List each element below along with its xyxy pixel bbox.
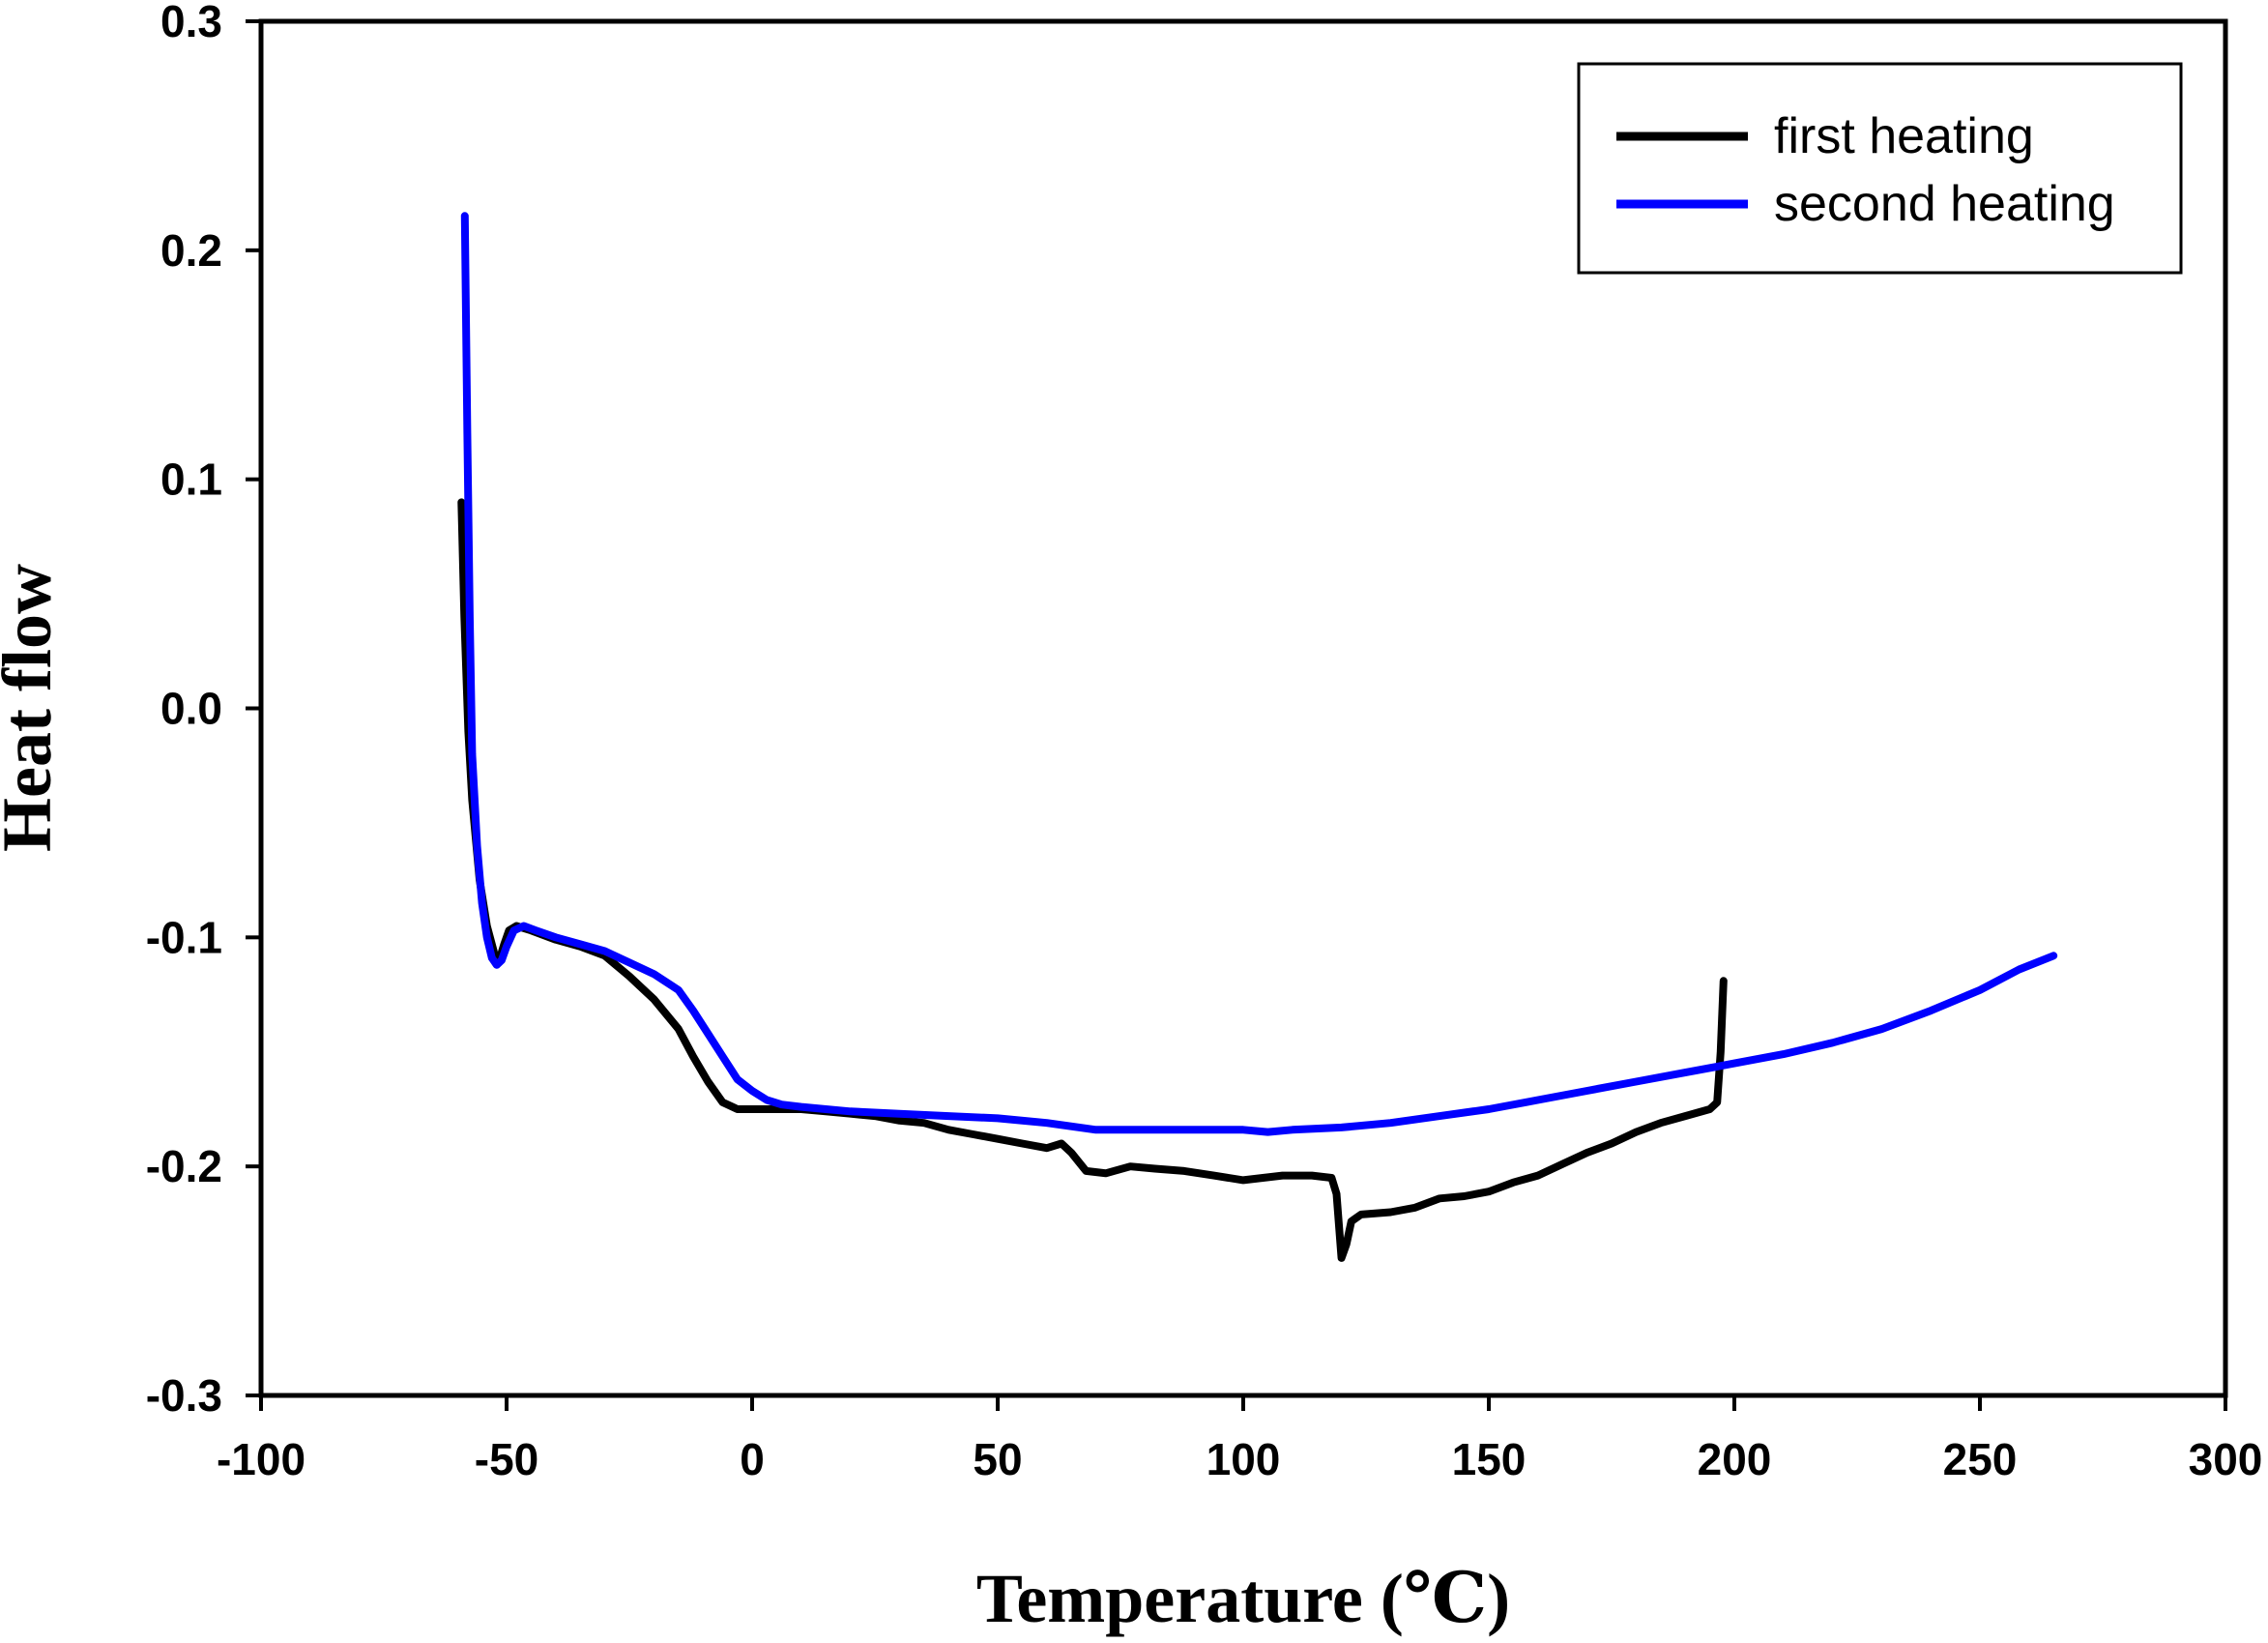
x-tick-label: 0 — [740, 1434, 765, 1484]
series-line-second-heating — [460, 212, 2058, 1136]
x-tick-label: -100 — [217, 1434, 305, 1484]
y-tick-label: 0.3 — [160, 0, 222, 46]
y-tick-label: -0.3 — [146, 1370, 222, 1421]
y-tick-label: 0.0 — [160, 684, 222, 734]
y-tick-label: 0.1 — [160, 455, 222, 505]
legend-label-second-heating: second heating — [1774, 176, 2115, 232]
series-layer — [457, 212, 2058, 1262]
x-tick-label: 300 — [2189, 1434, 2263, 1484]
x-tick-label: 150 — [1452, 1434, 1527, 1484]
x-tick-label: 50 — [973, 1434, 1022, 1484]
x-tick-label: 100 — [1207, 1434, 1281, 1484]
x-tick-label: -50 — [475, 1434, 538, 1484]
y-tick-label: 0.2 — [160, 225, 222, 276]
y-axis-title: Heat flow — [0, 564, 66, 852]
y-tick-label: -0.1 — [146, 912, 222, 962]
x-axis-title: Temperature (℃) — [976, 1560, 1510, 1637]
legend: first heating second heating — [1577, 62, 2183, 275]
series-line-first-heating — [457, 498, 1728, 1262]
legend-label-first-heating: first heating — [1774, 108, 2034, 164]
legend-box — [1577, 62, 2183, 275]
x-tick-label: 250 — [1943, 1434, 2018, 1484]
y-axis-ticks: -0.3 -0.2 -0.1 0.0 0.1 0.2 0.3 — [146, 0, 261, 1421]
x-tick-label: 200 — [1698, 1434, 1772, 1484]
x-axis-ticks: -100 -50 0 50 100 150 200 250 300 — [217, 1395, 2262, 1484]
y-tick-label: -0.2 — [146, 1141, 222, 1191]
